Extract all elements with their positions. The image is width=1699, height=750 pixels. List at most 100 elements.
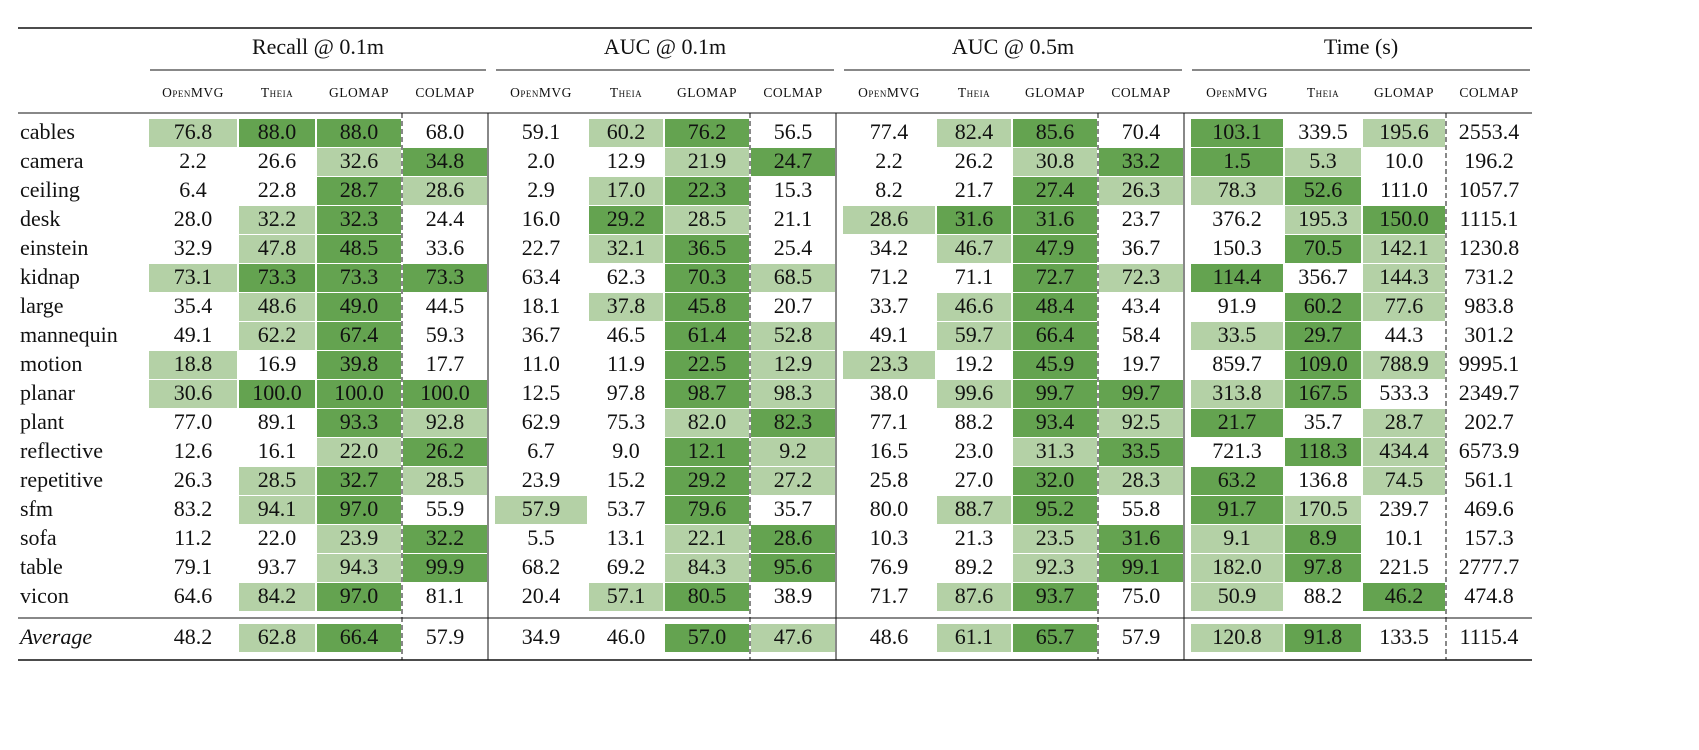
cell-highlight <box>403 467 487 495</box>
cell-highlight <box>1099 467 1183 495</box>
cell-highlight <box>1013 525 1097 553</box>
row-label: sfm <box>20 496 53 521</box>
cell-value: 120.8 <box>1212 624 1262 649</box>
cell-value: 983.8 <box>1464 293 1514 318</box>
cell-value: 17.0 <box>607 177 646 202</box>
cell-value: 49.1 <box>870 322 909 347</box>
column-header: GLOMAP <box>677 85 737 100</box>
cell-highlight <box>317 322 401 350</box>
cell-value: 44.5 <box>426 293 465 318</box>
cell-value: 43.4 <box>1122 293 1161 318</box>
cell-value: 92.5 <box>1122 409 1161 434</box>
cell-value: 77.6 <box>1385 293 1424 318</box>
cell-value: 339.5 <box>1298 119 1348 144</box>
column-header: COLMAP <box>1111 85 1170 100</box>
cell-value: 33.5 <box>1122 438 1161 463</box>
cell-value: 5.3 <box>1309 148 1337 173</box>
cell-value: 30.8 <box>1036 148 1075 173</box>
cell-value: 35.7 <box>1304 409 1343 434</box>
cell-value: 10.1 <box>1385 525 1424 550</box>
cell-value: 788.9 <box>1379 351 1429 376</box>
cell-value: 97.0 <box>340 583 379 608</box>
cell-value: 73.3 <box>258 264 297 289</box>
cell-value: 25.8 <box>870 467 909 492</box>
row-label: planar <box>20 380 76 405</box>
cell-value: 109.0 <box>1298 351 1348 376</box>
cell-highlight <box>1013 206 1097 234</box>
cell-value: 46.2 <box>1385 583 1424 608</box>
cell-value: 46.0 <box>607 624 646 649</box>
cell-highlight <box>239 467 315 495</box>
cell-value: 10.3 <box>870 525 909 550</box>
cell-value: 202.7 <box>1464 409 1514 434</box>
cell-highlight <box>751 380 835 408</box>
cell-value: 98.7 <box>688 380 727 405</box>
cell-value: 83.2 <box>174 496 213 521</box>
cell-value: 2.9 <box>527 177 555 202</box>
cell-value: 91.7 <box>1218 496 1257 521</box>
cell-value: 33.7 <box>870 293 909 318</box>
cell-value: 32.7 <box>340 467 379 492</box>
cell-highlight <box>1285 293 1361 321</box>
cell-highlight <box>1099 409 1183 437</box>
cell-value: 82.0 <box>688 409 727 434</box>
cell-value: 27.2 <box>774 467 813 492</box>
cell-highlight <box>239 583 315 611</box>
cell-value: 8.9 <box>1309 525 1337 550</box>
cell-highlight <box>1191 322 1283 350</box>
cell-highlight <box>495 496 587 524</box>
cell-highlight <box>1013 409 1097 437</box>
cell-highlight <box>403 525 487 553</box>
cell-highlight <box>665 525 749 553</box>
cell-value: 84.2 <box>258 583 297 608</box>
column-header: OpenMVG <box>1206 85 1268 100</box>
cell-highlight <box>317 525 401 553</box>
cell-highlight <box>1363 293 1445 321</box>
cell-value: 94.1 <box>258 496 297 521</box>
cell-highlight <box>239 206 315 234</box>
cell-value: 15.2 <box>607 467 646 492</box>
cell-highlight <box>317 177 401 205</box>
cell-highlight <box>589 119 663 147</box>
cell-value: 76.9 <box>870 554 909 579</box>
cell-highlight <box>1285 177 1361 205</box>
cell-value: 70.3 <box>688 264 727 289</box>
cell-value: 38.0 <box>870 380 909 405</box>
cell-highlight <box>937 624 1011 652</box>
cell-value: 23.9 <box>522 467 561 492</box>
cell-value: 561.1 <box>1464 467 1514 492</box>
cell-highlight <box>1191 624 1283 652</box>
cell-highlight <box>751 351 835 379</box>
cell-value: 20.4 <box>522 583 561 608</box>
cell-value: 31.6 <box>1122 525 1161 550</box>
cell-value: 28.3 <box>1122 467 1161 492</box>
cell-value: 92.3 <box>1036 554 1075 579</box>
cell-value: 47.6 <box>774 624 813 649</box>
cell-value: 91.8 <box>1304 624 1343 649</box>
cell-value: 196.2 <box>1464 148 1514 173</box>
row-label: motion <box>20 351 82 376</box>
cell-value: 26.3 <box>1122 177 1161 202</box>
cell-value: 32.6 <box>340 148 379 173</box>
cell-highlight <box>1285 206 1361 234</box>
cell-highlight <box>1099 264 1183 292</box>
cell-value: 434.4 <box>1379 438 1429 463</box>
cell-value: 10.0 <box>1385 148 1424 173</box>
column-header: COLMAP <box>415 85 474 100</box>
cell-highlight <box>1099 554 1183 582</box>
cell-value: 84.3 <box>688 554 727 579</box>
cell-value: 19.2 <box>955 351 994 376</box>
cell-value: 29.2 <box>607 206 646 231</box>
cell-highlight <box>665 351 749 379</box>
cell-value: 28.6 <box>426 177 465 202</box>
cell-value: 356.7 <box>1298 264 1348 289</box>
cell-highlight <box>1013 264 1097 292</box>
cell-value: 38.9 <box>774 583 813 608</box>
cell-value: 474.8 <box>1464 583 1514 608</box>
cell-value: 99.6 <box>955 380 994 405</box>
cell-highlight <box>1363 467 1445 495</box>
cell-highlight <box>1363 438 1445 466</box>
cell-value: 469.6 <box>1464 496 1514 521</box>
cell-highlight <box>1191 496 1283 524</box>
cell-highlight <box>751 554 835 582</box>
